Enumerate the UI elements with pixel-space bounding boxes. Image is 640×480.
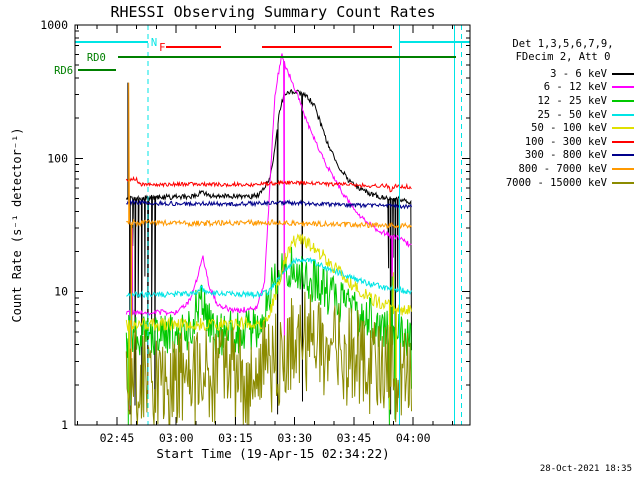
legend-color-line bbox=[612, 86, 634, 89]
legend-entry-label: 6 - 12 keV bbox=[543, 81, 607, 94]
legend-entry: 6 - 12 keV bbox=[492, 81, 634, 95]
svg-text:1000: 1000 bbox=[40, 18, 68, 32]
legend-entry-label: 800 - 7000 keV bbox=[518, 162, 607, 175]
legend-entry: 12 - 25 keV bbox=[492, 94, 634, 108]
legend-entry: 800 - 7000 keV bbox=[492, 162, 634, 176]
legend-entry: 25 - 50 keV bbox=[492, 108, 634, 122]
svg-text:1: 1 bbox=[61, 418, 68, 432]
creation-timestamp: 28-Oct-2021 18:35 bbox=[539, 464, 632, 474]
legend-detector-note: Det 1,3,5,6,7,9, bbox=[512, 38, 614, 50]
legend-color-line bbox=[612, 154, 634, 157]
y-axis-label: Count Rate (s⁻¹ detector⁻¹) bbox=[10, 127, 24, 323]
svg-text:N: N bbox=[151, 37, 157, 49]
legend-entries: 3 - 6 keV 6 - 12 keV 12 - 25 keV 25 - 50 ke… bbox=[492, 67, 634, 189]
legend-entry: 50 - 100 keV bbox=[492, 121, 634, 135]
x-axis-label: Start Time (19-Apr-15 02:34:22) bbox=[156, 446, 390, 461]
legend-entry-label: 12 - 25 keV bbox=[537, 94, 607, 107]
legend-entry-label: 300 - 800 keV bbox=[524, 149, 607, 162]
svg-text:F: F bbox=[159, 42, 165, 54]
legend-entry: 3 - 6 keV bbox=[492, 67, 634, 81]
svg-text:03:15: 03:15 bbox=[218, 431, 253, 445]
svg-text:03:00: 03:00 bbox=[159, 431, 194, 445]
legend-entry-label: 3 - 6 keV bbox=[550, 67, 607, 80]
legend-color-line bbox=[612, 181, 634, 184]
legend-color-line bbox=[612, 99, 634, 102]
svg-text:100: 100 bbox=[47, 151, 68, 165]
legend-entry-label: 100 - 300 keV bbox=[524, 135, 607, 148]
chart-title: RHESSI Observing Summary Count Rates bbox=[110, 3, 436, 21]
legend-color-line bbox=[612, 127, 634, 130]
svg-text:10: 10 bbox=[54, 285, 68, 299]
svg-text:03:45: 03:45 bbox=[337, 431, 372, 445]
legend-color-line bbox=[612, 72, 634, 75]
legend-color-line bbox=[612, 167, 634, 170]
legend: Det 1,3,5,6,7,9, FDecim 2, Att 0 3 - 6 k… bbox=[492, 38, 634, 189]
svg-text:02:45: 02:45 bbox=[100, 431, 135, 445]
legend-entry: 300 - 800 keV bbox=[492, 149, 634, 163]
svg-text:RD6: RD6 bbox=[54, 65, 73, 77]
legend-color-line bbox=[612, 140, 634, 143]
legend-entry-label: 50 - 100 keV bbox=[531, 122, 607, 135]
legend-color-line bbox=[612, 113, 634, 116]
legend-entry-label: 7000 - 15000 keV bbox=[505, 176, 607, 189]
legend-entry-label: 25 - 50 keV bbox=[537, 108, 607, 121]
svg-text:03:30: 03:30 bbox=[277, 431, 312, 445]
legend-entry: 7000 - 15000 keV bbox=[492, 176, 634, 190]
legend-entry: 100 - 300 keV bbox=[492, 135, 634, 149]
svg-text:04:00: 04:00 bbox=[396, 431, 431, 445]
legend-decim-note: FDecim 2, Att 0 bbox=[515, 51, 611, 63]
svg-text:RD0: RD0 bbox=[87, 52, 106, 64]
